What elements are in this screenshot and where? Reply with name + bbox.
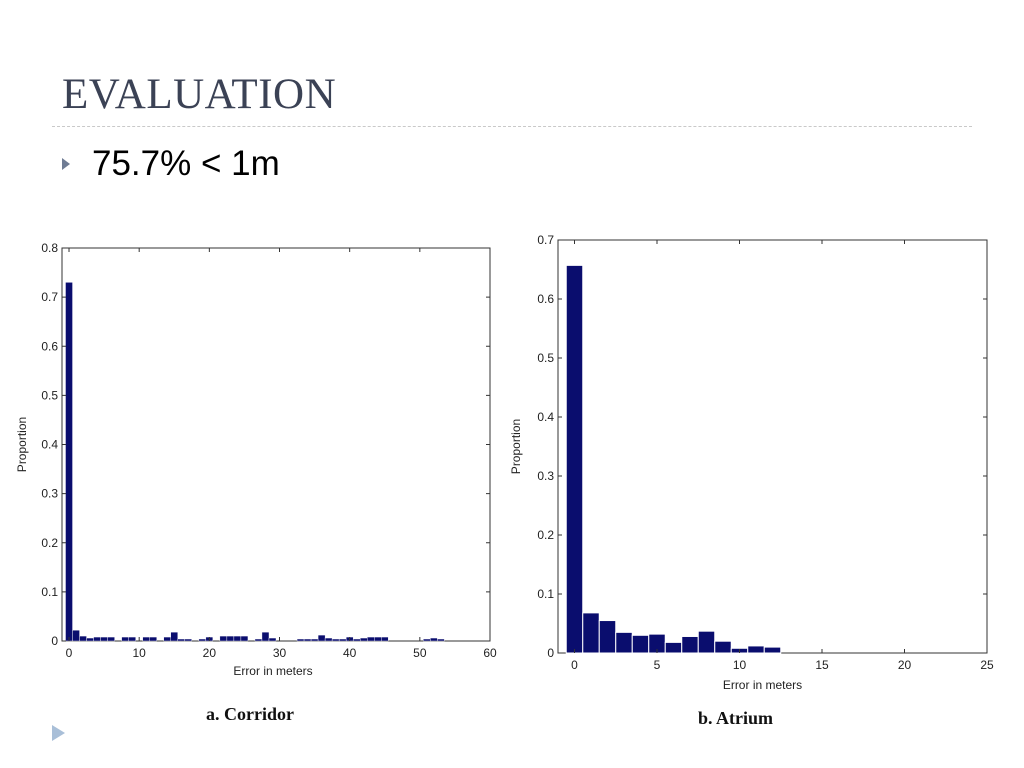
x-tick-label: 50	[413, 646, 427, 660]
bar	[374, 636, 382, 642]
y-axis-label: Proportion	[509, 419, 523, 474]
y-tick-label: 0.4	[41, 438, 58, 452]
y-tick-label: 0	[547, 646, 554, 660]
bar	[430, 637, 438, 642]
bar	[107, 636, 115, 642]
y-tick-label: 0.2	[41, 536, 58, 550]
bar	[714, 640, 732, 654]
x-tick-label: 40	[343, 646, 357, 660]
bar	[226, 635, 235, 642]
bar	[177, 638, 185, 642]
y-tick-label: 0.6	[537, 292, 554, 306]
bar	[219, 635, 228, 642]
x-tick-label: 10	[733, 658, 747, 672]
y-tick-label: 0.1	[41, 585, 58, 599]
bar	[198, 638, 207, 642]
bar	[437, 638, 445, 642]
x-tick-label: 5	[654, 658, 661, 672]
slide-title: EVALUATION	[62, 71, 337, 118]
bar	[170, 631, 178, 642]
triangle-bullet-icon	[62, 158, 70, 170]
bar	[565, 264, 584, 654]
y-tick-label: 0.3	[41, 487, 58, 501]
bar	[598, 620, 617, 654]
bar	[359, 637, 368, 642]
bar	[367, 636, 375, 642]
bar	[149, 636, 157, 642]
y-tick-label: 0.7	[41, 290, 58, 304]
atrium-chart: 0 0.1 0.2 0.3 0.4 0.5 0.6 0.7 0 5 10 15 20 25 Error in…	[509, 233, 994, 692]
bar	[697, 630, 716, 654]
bar	[338, 638, 347, 642]
x-tick-label: 20	[203, 646, 217, 660]
bar	[303, 638, 312, 642]
x-axis-label: Error in meters	[723, 678, 802, 692]
bar	[381, 636, 389, 642]
next-slide-icon[interactable]	[52, 725, 65, 741]
bar	[423, 638, 431, 642]
y-tick-label: 0.7	[537, 233, 554, 247]
bar	[664, 641, 683, 654]
y-tick-label: 0.6	[41, 339, 58, 353]
x-tick-label: 0	[66, 646, 73, 660]
bar	[121, 636, 129, 642]
caption-corridor: a. Corridor	[206, 704, 294, 724]
plot-area	[61, 247, 491, 642]
bar	[615, 631, 633, 654]
title-divider	[52, 126, 972, 127]
corridor-chart: 0 0.1 0.2 0.3 0.4 0.5 0.6 0.7 0.8 0 10 20 30 40 50 60 Er…	[15, 241, 497, 678]
x-tick-label: 10	[133, 646, 147, 660]
bar	[128, 636, 136, 642]
y-tick-label: 0	[51, 634, 58, 648]
bar	[233, 635, 242, 642]
y-tick-label: 0.3	[537, 469, 554, 483]
x-tick-label: 0	[571, 658, 578, 672]
x-axis-label: Error in meters	[233, 664, 312, 678]
bar	[681, 635, 699, 654]
bar	[240, 635, 249, 642]
x-tick-label: 15	[815, 658, 829, 672]
bar	[79, 635, 87, 642]
y-tick-label: 0.8	[41, 241, 58, 255]
x-tick-label: 30	[273, 646, 287, 660]
bar	[100, 636, 108, 642]
bar	[331, 638, 340, 642]
bar	[93, 636, 101, 642]
bullet-text: 75.7% < 1m	[92, 144, 280, 183]
bar	[763, 646, 782, 654]
bar	[65, 282, 73, 642]
bar	[268, 637, 277, 642]
bar	[747, 645, 765, 654]
y-tick-label: 0.2	[537, 528, 554, 542]
bar	[324, 637, 333, 642]
bar	[582, 612, 600, 654]
bar	[261, 631, 270, 642]
bar	[317, 634, 326, 642]
bar	[184, 638, 193, 642]
plot-area	[557, 239, 988, 654]
y-axis-label: Proportion	[15, 417, 29, 472]
caption-atrium: b. Atrium	[698, 708, 774, 728]
bar	[352, 638, 361, 642]
bar	[142, 636, 150, 642]
bar	[72, 629, 80, 642]
x-tick-label: 20	[898, 658, 912, 672]
x-tick-label: 60	[483, 646, 497, 660]
bar	[310, 638, 319, 642]
y-tick-label: 0.1	[537, 587, 554, 601]
bar	[163, 636, 171, 642]
bar	[296, 638, 305, 642]
bar	[86, 637, 94, 642]
y-tick-label: 0.4	[537, 410, 554, 424]
y-tick-label: 0.5	[41, 388, 58, 402]
bar	[631, 634, 650, 654]
x-tick-label: 25	[980, 658, 994, 672]
y-tick-label: 0.5	[537, 351, 554, 365]
bar	[254, 638, 263, 642]
